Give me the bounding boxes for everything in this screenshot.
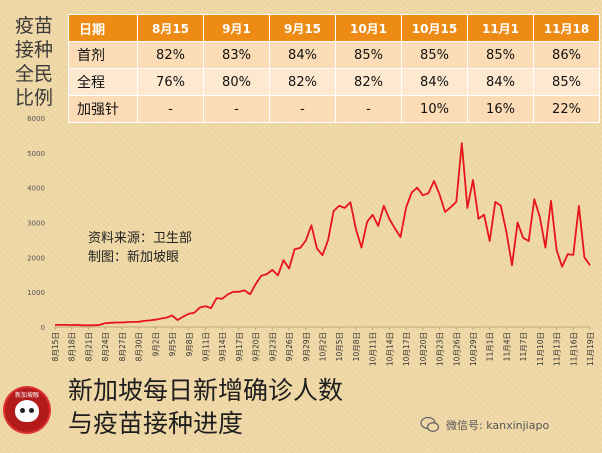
x-tick-label: 10月29日	[469, 332, 478, 366]
brand-logo: 新加坡眼	[5, 388, 49, 432]
table-cell: 85%	[401, 41, 468, 69]
x-tick-label: 8月27日	[118, 332, 127, 361]
row-label: 首剂	[68, 41, 138, 69]
x-tick-label: 9月14日	[218, 332, 227, 361]
table-header-row: 日期 8月15 9月1 9月15 10月1 10月15 11月1 11月18	[68, 14, 600, 42]
daily-cases-chart: 0 1000 2000 3000 4000 5000 6000 8月15日 8月18日 8月21日…	[0, 108, 602, 368]
y-tick-label: 4000	[27, 185, 45, 193]
source-line: 资料来源：卫生部	[88, 231, 193, 246]
wechat-label: 微信号: kanxinjiapo	[446, 419, 550, 432]
table-cell: 82%	[137, 41, 204, 69]
headline: 新加坡每日新增确诊人数 与疫苗接种进度	[68, 374, 343, 440]
table-cell: -	[203, 95, 270, 123]
header-date: 8月15	[137, 14, 204, 42]
logo-face-icon	[15, 400, 39, 422]
x-tick-label: 10月2日	[319, 332, 328, 361]
wechat-icon	[420, 416, 440, 432]
table-cell: 84%	[401, 68, 468, 96]
header-date: 10月15	[401, 14, 468, 42]
table-cell: -	[269, 95, 336, 123]
x-tick-label: 9月8日	[185, 332, 194, 357]
table-cell: 85%	[467, 41, 534, 69]
x-tick-label: 11月19日	[586, 332, 595, 366]
table-cell: 82%	[269, 68, 336, 96]
wechat-id: 微信号: kanxinjiapo	[420, 416, 549, 434]
table-row: 全程 76% 80% 82% 82% 84% 84% 85%	[68, 68, 600, 96]
x-tick-label: 11月7日	[519, 332, 528, 361]
vaccination-table: 日期 8月15 9月1 9月15 10月1 10月15 11月1 11月18 首…	[68, 14, 600, 123]
header-date: 9月15	[269, 14, 336, 42]
table-cell: 80%	[203, 68, 270, 96]
header-date: 10月1	[335, 14, 402, 42]
row-label: 全程	[68, 68, 138, 96]
daily-cases-line	[55, 142, 591, 327]
x-tick-label: 9月11日	[201, 332, 210, 361]
table-cell: 76%	[137, 68, 204, 96]
vaccination-ratio-title: 疫苗 接种 全民 比例	[14, 15, 53, 109]
table-row: 首剂 82% 83% 84% 85% 85% 85% 86%	[68, 41, 600, 69]
y-tick-label: 1000	[27, 289, 45, 297]
x-tick-label: 8月21日	[84, 332, 93, 361]
x-tick-label: 8月15日	[51, 332, 60, 361]
x-tick-label: 9月20日	[252, 332, 261, 361]
table-cell: 10%	[401, 95, 468, 123]
x-tick-label: 10月14日	[385, 332, 394, 366]
x-tick-label: 11月16日	[569, 332, 578, 366]
header-date: 11月1	[467, 14, 534, 42]
header-date: 9月1	[203, 14, 270, 42]
table-cell: -	[335, 95, 402, 123]
x-tick-label: 9月5日	[168, 332, 177, 357]
x-tick-label: 11月4日	[502, 332, 511, 361]
x-tick-label: 10月20日	[419, 332, 428, 366]
table-row: 加强针 - - - - 10% 16% 22%	[68, 95, 600, 123]
chart-source-note: 资料来源：卫生部 制图：新加坡眼	[88, 229, 192, 267]
logo-text: 新加坡眼	[14, 392, 39, 399]
line-chart-svg: 0 1000 2000 3000 4000 5000 6000 8月15日 8月18日 8月21日…	[27, 115, 595, 366]
table-cell: 86%	[533, 41, 600, 69]
table-cell: 84%	[269, 41, 336, 69]
y-tick-label: 3000	[27, 220, 45, 228]
x-tick-label: 10月8日	[352, 332, 361, 361]
table-cell: 85%	[335, 41, 402, 69]
row-label: 加强针	[68, 95, 138, 123]
credit-line: 制图：新加坡眼	[88, 250, 180, 265]
x-tick-label: 11月10日	[536, 332, 545, 366]
y-tick-label: 2000	[27, 254, 45, 262]
x-tick-label: 10月11日	[369, 332, 378, 366]
table-cell: 85%	[533, 68, 600, 96]
table-cell: 16%	[467, 95, 534, 123]
table-cell: 84%	[467, 68, 534, 96]
headline-line-1: 新加坡每日新增确诊人数	[68, 376, 344, 405]
x-tick-label: 9月26日	[285, 332, 294, 361]
x-tick-label: 11月1日	[486, 332, 495, 361]
x-tick-label: 9月2日	[151, 332, 160, 357]
x-tick-label: 9月17日	[235, 332, 244, 361]
y-tick-label: 6000	[27, 115, 45, 123]
table-cell: 82%	[335, 68, 402, 96]
x-tick-label: 8月18日	[68, 332, 77, 361]
x-tick-label: 10月5日	[335, 332, 344, 361]
y-tick-label: 5000	[27, 150, 45, 158]
table-cell: 22%	[533, 95, 600, 123]
x-tick-label: 11月13日	[553, 332, 562, 366]
header-date-label: 日期	[68, 14, 138, 42]
x-tick-label: 8月24日	[101, 332, 110, 361]
headline-line-2: 与疫苗接种进度	[68, 409, 244, 438]
header-date: 11月18	[533, 14, 600, 42]
x-tick-label: 10月26日	[452, 332, 461, 366]
table-cell: 83%	[203, 41, 270, 69]
x-tick-label: 9月29日	[302, 332, 311, 361]
x-tick-label: 10月17日	[402, 332, 411, 366]
x-tick-label: 10月23日	[436, 332, 445, 366]
x-tick-label: 9月23日	[268, 332, 277, 361]
y-tick-label: 0	[41, 324, 45, 332]
x-tick-label: 8月30日	[135, 332, 144, 361]
